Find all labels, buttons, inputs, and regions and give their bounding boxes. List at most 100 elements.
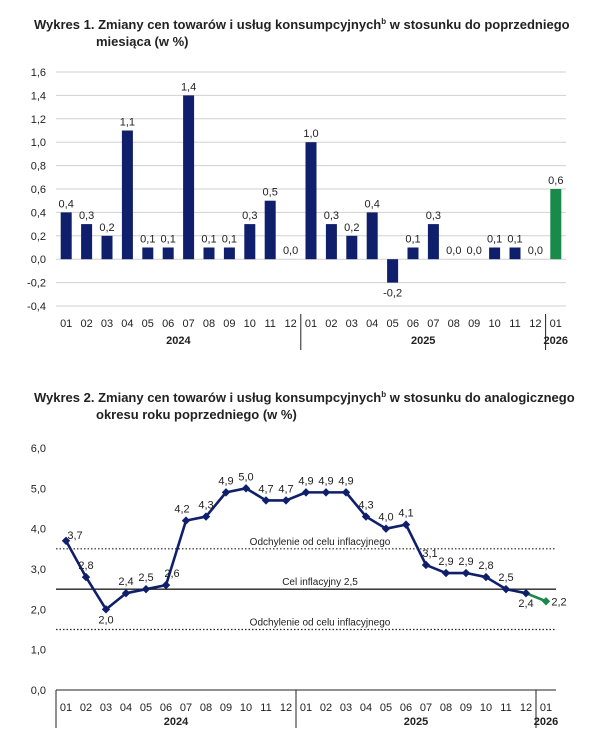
value-label: 2,9 xyxy=(438,556,453,568)
reference-line-label: Odchylenie od celu inflacyjnego xyxy=(250,618,391,629)
chart1-y-axis: -0,4 -0,2 0,0 0,2 0,4 0,6 0,8 1,0 1,2 1,4 1,6 xyxy=(27,67,46,313)
y-tick-label: 1,4 xyxy=(31,90,46,102)
value-label: 1,4 xyxy=(181,81,196,93)
data-point xyxy=(521,589,531,598)
data-point xyxy=(421,560,431,570)
bar xyxy=(121,130,133,260)
bar xyxy=(264,200,276,260)
y-tick-label: -0,4 xyxy=(27,301,46,313)
bar xyxy=(244,224,256,260)
x-tick-label: 11 xyxy=(264,318,275,330)
value-label: 0,6 xyxy=(548,175,563,187)
x-tick-label: 07 xyxy=(180,702,192,714)
x-tick-label: 10 xyxy=(244,318,256,330)
value-label: -0,2 xyxy=(383,288,402,300)
x-tick-label: 09 xyxy=(220,702,232,714)
y-tick-label: 6,0 xyxy=(31,443,46,455)
x-tick-label: 04 xyxy=(360,702,372,714)
x-tick-label: 01 xyxy=(60,318,72,330)
data-point xyxy=(341,488,351,497)
value-label: 2,4 xyxy=(518,598,533,610)
data-point xyxy=(201,512,211,521)
x-tick-label: 08 xyxy=(440,702,452,714)
chart2-points xyxy=(61,484,551,614)
x-tick-label: 06 xyxy=(162,318,174,330)
year-label: 2025 xyxy=(404,716,428,728)
y-tick-label: 1,6 xyxy=(31,67,46,79)
value-label: 0,1 xyxy=(161,234,176,246)
x-tick-label: 08 xyxy=(203,318,215,330)
y-tick-label: 4,0 xyxy=(31,524,46,536)
bar xyxy=(142,247,154,260)
y-tick-label: 0,8 xyxy=(31,161,46,173)
chart1-bars xyxy=(60,95,562,283)
x-tick-label: 10 xyxy=(488,318,500,330)
y-tick-label: 0,0 xyxy=(31,254,46,266)
x-tick-label: 12 xyxy=(529,318,541,330)
y-tick-label: 0,4 xyxy=(31,207,46,219)
data-point xyxy=(541,597,551,606)
y-tick-label: 1,0 xyxy=(31,645,46,657)
value-label: 0,1 xyxy=(222,234,237,246)
value-label: 4,3 xyxy=(198,500,213,512)
x-tick-label: 11 xyxy=(500,702,511,714)
value-label: 2,8 xyxy=(478,560,493,572)
year-label: 2025 xyxy=(411,335,435,347)
x-tick-label: 07 xyxy=(182,318,194,330)
data-point xyxy=(181,516,191,525)
data-point xyxy=(301,488,311,497)
data-point xyxy=(321,488,331,497)
value-label: 0,2 xyxy=(99,222,114,234)
bar xyxy=(366,212,378,260)
value-label: 0,3 xyxy=(426,210,441,222)
chart2-y-axis: 0,0 1,0 2,0 3,0 4,0 5,0 6,0 xyxy=(31,443,556,697)
value-label: 0,3 xyxy=(242,210,257,222)
x-tick-label: 01 xyxy=(540,702,552,714)
data-point xyxy=(481,572,491,582)
data-point xyxy=(161,580,171,590)
series-line-last-segment xyxy=(525,591,547,603)
data-point xyxy=(121,589,131,598)
bar xyxy=(60,212,72,260)
value-label: 2,5 xyxy=(498,572,513,584)
x-tick-label: 09 xyxy=(468,318,480,330)
x-tick-label: 04 xyxy=(120,702,132,714)
value-label: 0,3 xyxy=(79,210,94,222)
data-point xyxy=(361,512,371,521)
value-label: 2,5 xyxy=(138,572,153,584)
value-label: 0,4 xyxy=(365,198,380,210)
x-tick-label: 03 xyxy=(101,318,113,330)
chart2-value-labels: 3,7 2,8 2,0 2,4 2,5 2,6 4,2 4,3 4,9 5,0 4,7 4,7 4,9 4… xyxy=(67,471,566,626)
x-tick-label: 12 xyxy=(520,702,532,714)
bar xyxy=(162,247,174,260)
x-tick-label: 08 xyxy=(200,702,212,714)
x-tick-label: 01 xyxy=(305,318,317,330)
x-tick-label: 06 xyxy=(407,318,419,330)
x-tick-label: 11 xyxy=(260,702,271,714)
x-tick-label: 05 xyxy=(140,702,152,714)
value-label: 0,1 xyxy=(405,234,420,246)
series-line xyxy=(64,487,527,611)
x-tick-label: 02 xyxy=(320,702,332,714)
year-label: 2026 xyxy=(534,716,558,728)
bar xyxy=(183,95,195,260)
value-label: 4,2 xyxy=(174,504,189,516)
chart1-title-line1: Wykres 1. Zmiany cen towarów i usług kon… xyxy=(34,17,570,32)
year-label: 2024 xyxy=(166,335,191,347)
x-tick-label: 09 xyxy=(223,318,235,330)
x-tick-label: 02 xyxy=(325,318,337,330)
chart2-title-line1: Wykres 2. Zmiany cen towarów i usług kon… xyxy=(34,390,575,405)
y-tick-label: 3,0 xyxy=(31,564,46,576)
data-point xyxy=(501,584,511,594)
value-label: 1,1 xyxy=(120,117,135,129)
x-tick-label: 05 xyxy=(142,318,154,330)
bar xyxy=(81,224,93,260)
x-tick-label: 03 xyxy=(340,702,352,714)
x-tick-label: 12 xyxy=(280,702,292,714)
y-tick-label: -0,2 xyxy=(27,278,46,290)
data-point xyxy=(81,572,91,582)
data-point xyxy=(61,536,71,545)
value-label: 4,0 xyxy=(378,512,393,524)
data-point xyxy=(221,488,231,497)
